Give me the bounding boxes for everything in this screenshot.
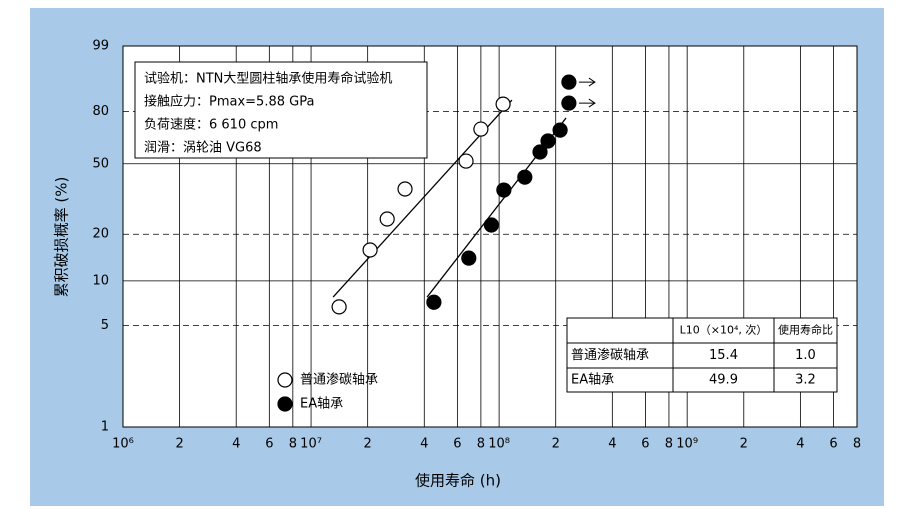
x-tick-label: 2 [175, 437, 183, 452]
legend-marker [277, 372, 293, 388]
x-tick-label: 4 [608, 437, 616, 452]
data-point [495, 96, 511, 112]
suspended-arrow [578, 98, 596, 108]
x-tick-label: 6 [453, 437, 461, 452]
x-tick-label: 2 [552, 437, 560, 452]
x-axis-label: 使用寿命 (h) [415, 472, 501, 490]
x-tick-label: 8 [477, 437, 485, 452]
table-header: L10（×10⁴, 次） [680, 323, 768, 337]
x-tick-label: 6 [265, 437, 273, 452]
x-tick-label: 8 [853, 437, 861, 452]
data-point [397, 181, 413, 197]
y-tick-label: 80 [92, 104, 109, 119]
annotation-box [134, 61, 428, 159]
data-point [532, 144, 548, 160]
y-tick-label: 20 [92, 227, 109, 242]
data-point [461, 250, 477, 266]
y-tick-label: 50 [92, 156, 109, 171]
legend-label: 普通渗碳轴承 [300, 373, 378, 388]
y-tick-label: 10 [92, 273, 109, 288]
x-tick-label: 4 [232, 437, 240, 452]
x-tick-label: 4 [420, 437, 428, 452]
x-tick-label: 4 [796, 437, 804, 452]
table-cell: EA轴承 [571, 373, 614, 388]
x-tick-label: 8 [665, 437, 673, 452]
x-tick-label: 10⁷ [300, 437, 322, 452]
suspended-point [561, 95, 577, 111]
table-cell: 普通渗碳轴承 [571, 348, 649, 363]
x-tick-label: 6 [641, 437, 649, 452]
table-frame [566, 317, 838, 393]
legend-marker [277, 396, 293, 412]
x-tick-label: 8 [289, 437, 297, 452]
data-point [458, 153, 474, 169]
data-point [426, 294, 442, 310]
data-point [517, 169, 533, 185]
y-tick-label: 5 [101, 318, 109, 333]
data-point [331, 299, 347, 315]
annotation: 负荷速度：6 610 cpm [144, 117, 278, 133]
annotation: 接触应力：Pmax=5.88 GPa [144, 94, 314, 110]
suspended-arrow [578, 77, 596, 87]
table-cell: 3.2 [795, 373, 816, 388]
y-tick-label: 1 [101, 420, 109, 435]
data-point [483, 217, 500, 233]
legend-label: EA轴承 [300, 397, 343, 412]
table-header: 使用寿命比 [778, 323, 833, 337]
x-tick-label: 2 [740, 437, 748, 452]
table-cell: 49.9 [709, 373, 738, 388]
x-tick-label: 10⁸ [488, 437, 510, 452]
x-tick-label: 2 [364, 437, 372, 452]
data-point [552, 122, 568, 138]
data-point [362, 242, 378, 258]
x-tick-label: 6 [829, 437, 837, 452]
data-point [540, 133, 556, 149]
data-point [473, 121, 489, 137]
data-point [496, 182, 512, 198]
table-cell: 1.0 [795, 348, 816, 363]
x-tick-label: 10⁹ [676, 437, 698, 452]
annotation: 润滑：涡轮油 VG68 [144, 141, 262, 156]
x-tick-label: 10⁶ [112, 437, 134, 452]
table-cell: 15.4 [709, 348, 738, 363]
suspended-point [561, 74, 577, 90]
y-tick-label: 99 [92, 39, 109, 54]
data-point [379, 211, 395, 227]
y-axis-label: 累积破损概率 (%) [53, 177, 71, 298]
annotation: 试验机：NTN大型圆柱轴承使用寿命试验机 [144, 71, 392, 87]
